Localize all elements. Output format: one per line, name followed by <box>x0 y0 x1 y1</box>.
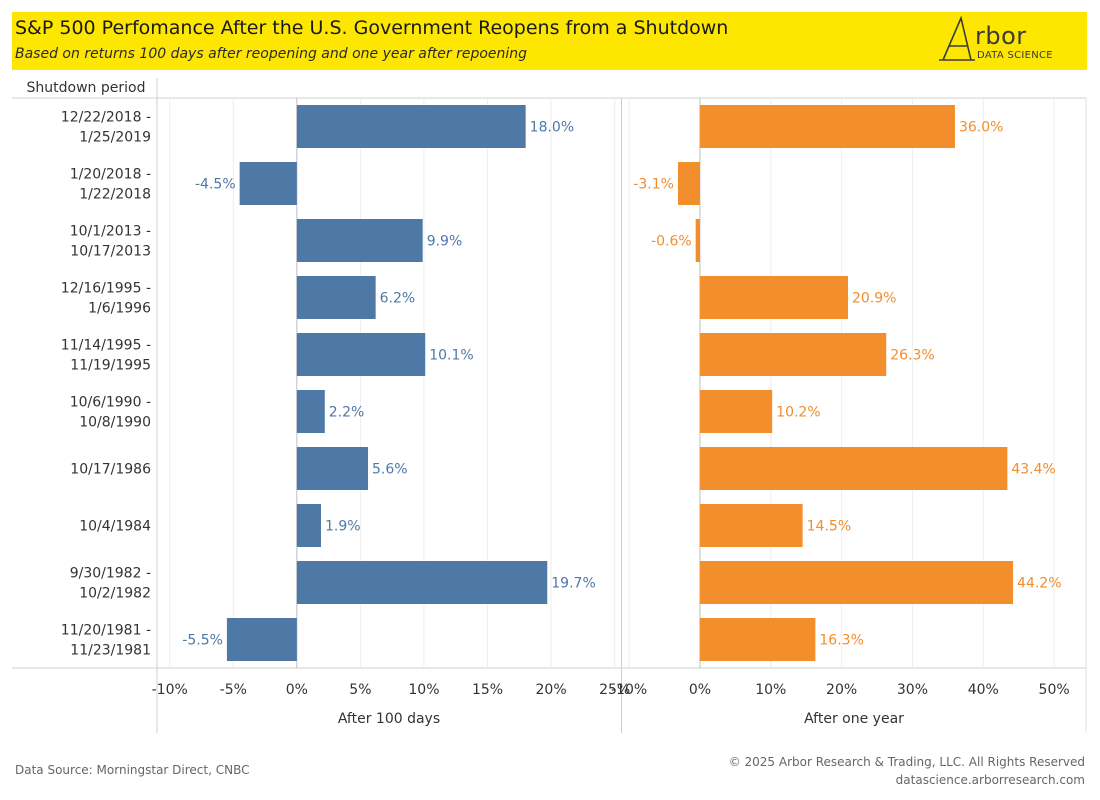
category-label-line: 1/20/2018 - <box>70 167 151 183</box>
data-label: 18.0% <box>530 120 574 136</box>
bar <box>699 447 1008 490</box>
category-label: 10/17/1986 <box>70 462 151 478</box>
category-label-line: 11/20/1981 - <box>61 623 151 639</box>
category-label-line: 10/17/1986 <box>70 462 151 478</box>
data-label: 43.4% <box>1011 462 1055 478</box>
data-label: 10.2% <box>776 405 820 421</box>
category-label: 9/30/1982 - 10/2/1982 <box>70 566 151 602</box>
category-label: 10/6/1990 - 10/8/1990 <box>70 395 151 431</box>
data-label: 5.6% <box>372 462 408 478</box>
chart-title: S&P 500 Perfomance After the U.S. Govern… <box>15 17 729 39</box>
category-label-line: 11/14/1995 - <box>61 338 151 354</box>
x-tick-label: 40% <box>968 682 999 698</box>
data-label: -3.1% <box>633 177 674 193</box>
x-tick-label: 20% <box>536 682 567 698</box>
category-label-line: 10/8/1990 <box>79 415 151 431</box>
website-link[interactable]: datascience.arborresearch.com <box>895 773 1085 787</box>
data-label: 6.2% <box>380 291 416 307</box>
x-axis-title: After 100 days <box>338 711 440 727</box>
data-label: -5.5% <box>182 633 223 649</box>
x-tick-label: 0% <box>286 682 308 698</box>
category-label-line: 12/22/2018 - <box>61 110 151 126</box>
copyright-notice: © 2025 Arbor Research & Trading, LLC. Al… <box>728 755 1085 769</box>
data-label: 20.9% <box>852 291 896 307</box>
bar <box>699 618 816 661</box>
category-label-line: 10/1/2013 - <box>70 224 151 240</box>
data-label: -4.5% <box>195 177 236 193</box>
data-label: 26.3% <box>890 348 934 364</box>
x-tick-label: -10% <box>152 682 188 698</box>
category-label-line: 11/19/1995 <box>70 358 151 374</box>
data-label: 1.9% <box>325 519 361 535</box>
category-label-line: 11/23/1981 <box>70 643 151 659</box>
bar <box>296 504 321 547</box>
bar <box>296 333 426 376</box>
x-tick-label: -5% <box>220 682 247 698</box>
data-label: 9.9% <box>427 234 463 250</box>
x-tick-label: -10% <box>611 682 647 698</box>
data-label: 44.2% <box>1017 576 1061 592</box>
x-axis-title: After one year <box>804 711 904 727</box>
data-label: 36.0% <box>959 120 1003 136</box>
bar <box>695 219 700 262</box>
data-label: -0.6% <box>651 234 692 250</box>
category-label: 1/20/2018 - 1/22/2018 <box>70 167 151 203</box>
category-label-line: 1/22/2018 <box>79 187 151 203</box>
bar <box>296 219 423 262</box>
x-tick-label: 15% <box>472 682 503 698</box>
bar <box>296 447 369 490</box>
footer-credits: © 2025 Arbor Research & Trading, LLC. Al… <box>729 753 1085 789</box>
x-tick-label: 10% <box>408 682 439 698</box>
x-tick-label: 5% <box>349 682 371 698</box>
x-tick-label: 20% <box>826 682 857 698</box>
data-label: 16.3% <box>819 633 863 649</box>
bar <box>239 162 297 205</box>
chart-subtitle: Based on returns 100 days after reopenin… <box>15 46 528 62</box>
bar <box>296 276 376 319</box>
arbor-logo: rbor DATA SCIENCE <box>939 14 1069 68</box>
x-tick-label: 50% <box>1039 682 1070 698</box>
bar <box>677 162 700 205</box>
data-label: 19.7% <box>551 576 595 592</box>
x-tick-label: 30% <box>897 682 928 698</box>
row-header: Shutdown period <box>27 80 146 96</box>
category-label: 11/20/1981 - 11/23/1981 <box>61 623 151 659</box>
category-label: 10/1/2013 - 10/17/2013 <box>70 224 151 260</box>
data-source: Data Source: Morningstar Direct, CNBC <box>15 763 250 777</box>
category-label-line: 10/6/1990 - <box>70 395 151 411</box>
x-tick-label: 25% <box>599 682 630 698</box>
bar <box>296 105 526 148</box>
logo-tagline: DATA SCIENCE <box>977 50 1053 61</box>
data-label: 14.5% <box>807 519 851 535</box>
x-tick-label: 0% <box>689 682 711 698</box>
category-label-line: 1/25/2019 <box>79 130 151 146</box>
bar <box>296 561 548 604</box>
chart-header: S&P 500 Perfomance After the U.S. Govern… <box>12 12 1087 70</box>
data-label: 2.2% <box>329 405 365 421</box>
category-label-line: 9/30/1982 - <box>70 566 151 582</box>
category-label-line: 12/16/1995 - <box>61 281 151 297</box>
bar <box>699 333 887 376</box>
bar <box>226 618 297 661</box>
category-label-line: 1/6/1996 <box>88 301 151 317</box>
category-label-line: 10/2/1982 <box>79 586 151 602</box>
bar <box>699 390 773 433</box>
category-label-line: 10/17/2013 <box>70 244 151 260</box>
x-tick-label: 10% <box>755 682 786 698</box>
arbor-logo-mark-icon <box>939 15 975 61</box>
category-label: 10/4/1984 <box>79 519 151 535</box>
bar <box>699 504 803 547</box>
logo-wordmark: rbor <box>975 22 1027 50</box>
bar <box>296 390 325 433</box>
bar <box>699 105 955 148</box>
category-label: 12/22/2018 - 1/25/2019 <box>61 110 151 146</box>
category-label-line: 10/4/1984 <box>79 519 151 535</box>
bar <box>699 276 848 319</box>
category-label: 12/16/1995 - 1/6/1996 <box>61 281 151 317</box>
category-label: 11/14/1995 - 11/19/1995 <box>61 338 151 374</box>
data-label: 10.1% <box>429 348 473 364</box>
bar <box>699 561 1014 604</box>
